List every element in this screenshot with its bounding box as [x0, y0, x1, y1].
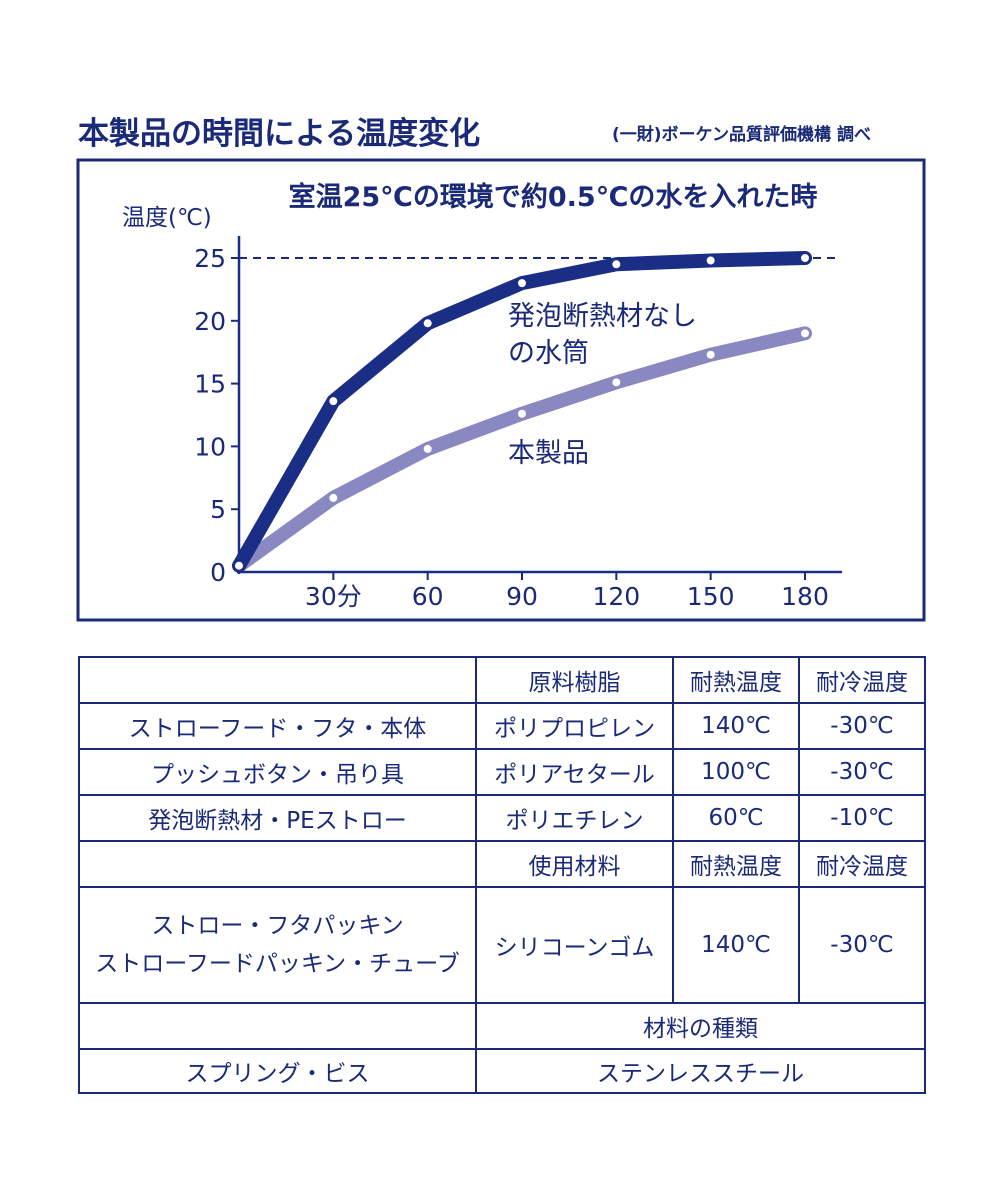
source-note: (一財)ボーケン品質評価機構 調べ [612, 125, 871, 145]
data-point [422, 318, 433, 329]
y-tick-label: 25 [194, 244, 226, 273]
series-label: 発泡断熱材なし [508, 301, 697, 332]
header-heat-resistance: 耐熱温度 [672, 840, 800, 888]
part-cell: ストロー・フタパッキン ストローフードパッキン・チューブ [78, 886, 477, 1004]
y-tick-label: 15 [194, 370, 226, 399]
data-point [422, 443, 433, 454]
y-axis-label: 温度(℃) [122, 205, 212, 231]
x-tick-label: 120 [592, 582, 640, 611]
series-label: 本製品 [508, 438, 589, 469]
x-tick-label: 30分 [305, 582, 362, 611]
part-cell: ストローフード・フタ・本体 [78, 702, 477, 750]
x-tick-label: 150 [687, 582, 735, 611]
data-point [328, 396, 339, 407]
header-blank-cell [78, 840, 477, 888]
temperature-chart: 室温25℃の環境で約0.5℃の水を入れた時 温度(℃) 0 5 10 15 20 25 30… [76, 158, 926, 622]
part-cell: スプリング・ビス [78, 1048, 477, 1094]
header-heat-resistance: 耐熱温度 [672, 656, 800, 704]
header-resin: 原料樹脂 [475, 656, 674, 704]
data-point [234, 560, 244, 571]
header-blank-cell [78, 1002, 477, 1050]
heat-cell: 140℃ [672, 886, 800, 1004]
y-tick-label: 0 [210, 558, 226, 587]
x-tick-label: 180 [781, 582, 829, 611]
cold-cell: -30℃ [798, 886, 926, 1004]
chart-frame [76, 158, 926, 622]
cold-cell: -30℃ [798, 702, 926, 750]
heat-cell: 100℃ [672, 748, 800, 796]
part-line: ストローフードパッキン・チューブ [95, 951, 460, 977]
table-header-row: 使用材料 耐熱温度 耐冷温度 [78, 840, 926, 888]
material-cell: ポリエチレン [475, 794, 674, 842]
heat-cell: 140℃ [672, 702, 800, 750]
header-material-type: 材料の種類 [475, 1002, 926, 1050]
material-cell: ステンレススチール [475, 1048, 926, 1094]
data-point [705, 255, 716, 266]
table-row: ストロー・フタパッキン ストローフードパッキン・チューブ シリコーンゴム 140… [78, 886, 926, 1004]
x-tick-label: 60 [412, 582, 444, 611]
page-title: 本製品の時間による温度変化 [78, 116, 481, 152]
material-cell: ポリプロピレン [475, 702, 674, 750]
table-header-row: 原料樹脂 耐熱温度 耐冷温度 [78, 656, 926, 704]
series-label: の水筒 [508, 338, 589, 369]
table-row: 発泡断熱材・PEストロー ポリエチレン 60℃ -10℃ [78, 794, 926, 842]
data-point [611, 259, 622, 270]
part-line: ストロー・フタパッキン [151, 913, 404, 939]
data-point [705, 349, 716, 360]
data-point [517, 408, 527, 419]
table-row: プッシュボタン・吊り具 ポリアセタール 100℃ -30℃ [78, 748, 926, 796]
header-material: 使用材料 [475, 840, 674, 888]
data-point [517, 278, 527, 289]
chart-title: 室温25℃の環境で約0.5℃の水を入れた時 [289, 181, 818, 213]
part-cell: 発泡断熱材・PEストロー [78, 794, 477, 842]
x-tick-label: 90 [506, 582, 538, 611]
heat-cell: 60℃ [672, 794, 800, 842]
table-header-row: 材料の種類 [78, 1002, 926, 1050]
material-cell: ポリアセタール [475, 748, 674, 796]
y-tick-label: 20 [194, 307, 226, 336]
header-blank-cell [78, 656, 477, 704]
y-tick-label: 10 [194, 432, 226, 461]
data-point [800, 328, 810, 339]
data-point [800, 253, 810, 263]
y-tick-label: 5 [210, 495, 226, 524]
data-point [611, 377, 622, 388]
cold-cell: -10℃ [798, 794, 926, 842]
cold-cell: -30℃ [798, 748, 926, 796]
material-cell: シリコーンゴム [475, 886, 674, 1004]
materials-table: 原料樹脂 耐熱温度 耐冷温度 ストローフード・フタ・本体 ポリプロピレン 140… [78, 656, 926, 1094]
table-row: ストローフード・フタ・本体 ポリプロピレン 140℃ -30℃ [78, 702, 926, 750]
data-point [328, 492, 339, 503]
table-row: スプリング・ビス ステンレススチール [78, 1048, 926, 1094]
header-cold-resistance: 耐冷温度 [798, 656, 926, 704]
header-cold-resistance: 耐冷温度 [798, 840, 926, 888]
part-cell: プッシュボタン・吊り具 [78, 748, 477, 796]
